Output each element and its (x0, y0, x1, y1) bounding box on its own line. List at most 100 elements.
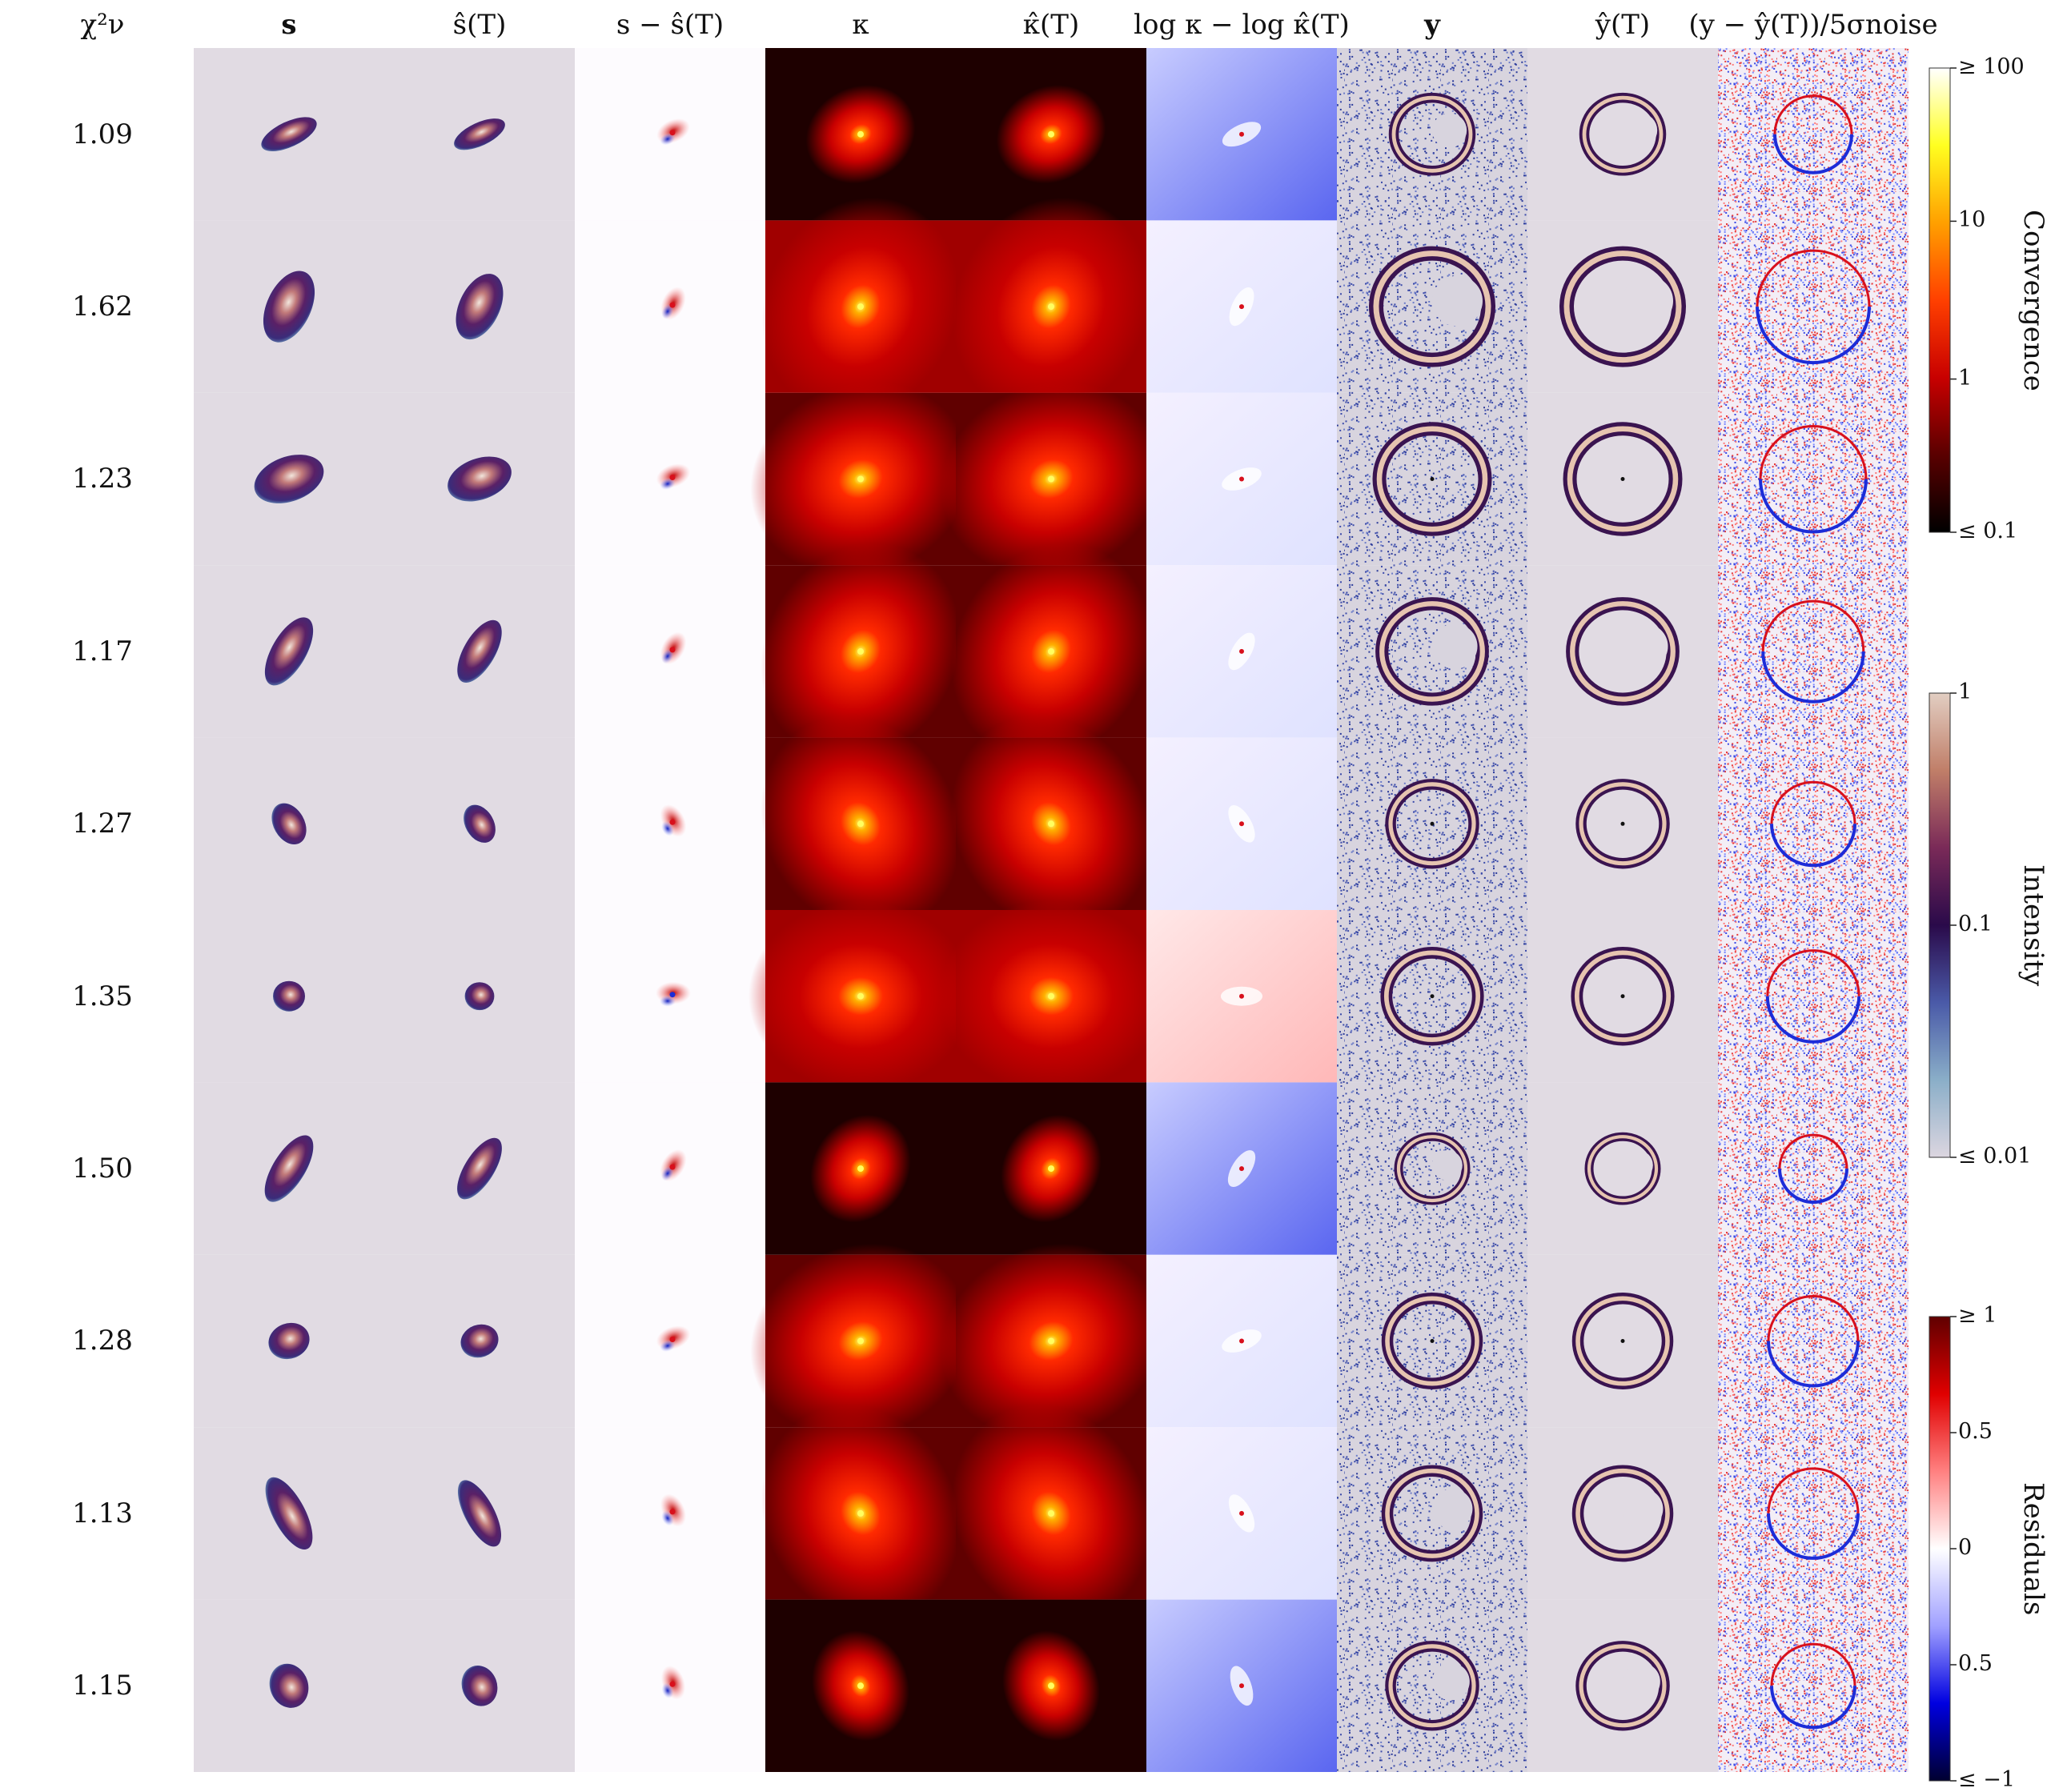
column-header: ŷ(T) (1595, 9, 1651, 41)
source-blob (271, 803, 307, 844)
colorbar-tick-label: ≥ 1 (1958, 1303, 1997, 1328)
observation-residual-panel (1718, 1599, 1908, 1772)
convergence-peak (857, 1337, 864, 1345)
lensed-arc (1566, 597, 1680, 706)
chi-squared-value: 1.27 (72, 808, 133, 840)
chi-squared-value: 1.28 (72, 1325, 133, 1357)
convergence-peak (1048, 1509, 1054, 1517)
residual-core (1239, 648, 1244, 654)
residual-blob (661, 648, 674, 664)
lensed-arc (1571, 1465, 1674, 1562)
lensed-arc (1381, 1293, 1483, 1389)
colorbar (1929, 67, 1951, 533)
observation-reconstruction-panel (1527, 48, 1718, 221)
source-blob (273, 980, 305, 1012)
observation-panel (1337, 1427, 1527, 1600)
observation-reconstruction-panel (1527, 565, 1718, 738)
figure-row (194, 381, 1908, 577)
convergence-peak (857, 130, 864, 138)
column-header: s − ŝ(T) (616, 9, 724, 41)
colorbar-tick-label: 0.5 (1958, 1651, 1993, 1676)
source-blob (254, 455, 324, 503)
source-blob (264, 1135, 314, 1202)
lensed-arc (1372, 422, 1492, 536)
chi-squared-value: 1.09 (72, 118, 133, 150)
source-blob (464, 804, 496, 843)
residual-core (669, 1681, 676, 1687)
lensed-arc (1584, 1132, 1661, 1205)
column-header: y (1424, 9, 1440, 41)
lensed-arc (1571, 946, 1675, 1046)
source-blob (457, 1137, 502, 1200)
figure-row (194, 543, 1908, 760)
colorbar-tick-label: 10 (1958, 207, 1986, 233)
column-header: log κ − log κ̂(T) (1134, 9, 1350, 41)
convergence-peak (857, 475, 864, 483)
lensed-arc (1575, 1641, 1670, 1731)
lensed-arc (1575, 779, 1670, 869)
source-blob (454, 118, 505, 150)
residual-core (669, 1509, 676, 1515)
lensed-arc (1369, 246, 1495, 367)
residual-core (1239, 476, 1244, 482)
lensed-arc (1563, 422, 1683, 536)
lensed-arc (1380, 946, 1484, 1046)
source-blob (456, 274, 504, 340)
source-blob (457, 1480, 502, 1547)
colorbar (1929, 692, 1951, 1158)
observation-panel (1337, 1082, 1527, 1255)
chi-squared-value: 1.62 (72, 291, 133, 323)
figure-row (194, 197, 1908, 416)
figure-row (194, 900, 1908, 1092)
convergence-peak (1048, 820, 1054, 828)
residual-blob (661, 1510, 674, 1526)
convergence-peak (857, 1165, 864, 1173)
colorbar-tick-label: ≤ 0.1 (1958, 519, 2018, 543)
column-header: χ²ν (80, 9, 125, 41)
residual-arc (1770, 780, 1856, 868)
observation-residual-panel (1718, 48, 1908, 221)
observation-residual-panel (1718, 1082, 1908, 1255)
residual-arc (1756, 249, 1871, 365)
source-blob (464, 982, 495, 1011)
observation-residual-panel (1718, 1254, 1908, 1428)
lensed-arc (1385, 1641, 1479, 1731)
residual-blob (661, 820, 674, 836)
convergence-peak (1048, 303, 1054, 311)
convergence-peak (857, 647, 864, 655)
colorbar-tick-label: 0.5 (1958, 1419, 1993, 1444)
source-blob (265, 1477, 313, 1550)
source-blob (263, 271, 315, 343)
residual-core (669, 1164, 676, 1170)
observation-residual-panel (1718, 565, 1908, 738)
lensed-arc (1385, 779, 1479, 869)
convergence-peak (857, 992, 864, 1000)
column-header: s (281, 9, 297, 41)
residual-core (1239, 1510, 1244, 1516)
observation-reconstruction-panel (1527, 1599, 1718, 1772)
observation-panel (1337, 565, 1527, 738)
residual-core (669, 475, 676, 480)
residual-core (1239, 993, 1244, 999)
source-blob (448, 456, 512, 502)
convergence-peak (857, 303, 864, 311)
residual-blob (661, 1165, 674, 1181)
residual-core (669, 992, 676, 998)
column-header: ŝ(T) (452, 9, 507, 41)
figure-row (194, 1243, 1908, 1439)
source-blob (261, 117, 317, 152)
observation-panel (1337, 1599, 1527, 1772)
residual-arc (1773, 94, 1853, 174)
convergence-peak (1048, 475, 1054, 483)
colorbar (1929, 1316, 1951, 1782)
column-header: κ (852, 9, 869, 41)
residual-blob (661, 1682, 674, 1698)
residual-core (669, 1337, 676, 1342)
figure-row (194, 48, 1908, 221)
source-blob (268, 1322, 310, 1360)
source-blob (269, 1663, 309, 1708)
convergence-peak (1048, 1165, 1054, 1173)
residual-arc (1778, 1133, 1848, 1205)
